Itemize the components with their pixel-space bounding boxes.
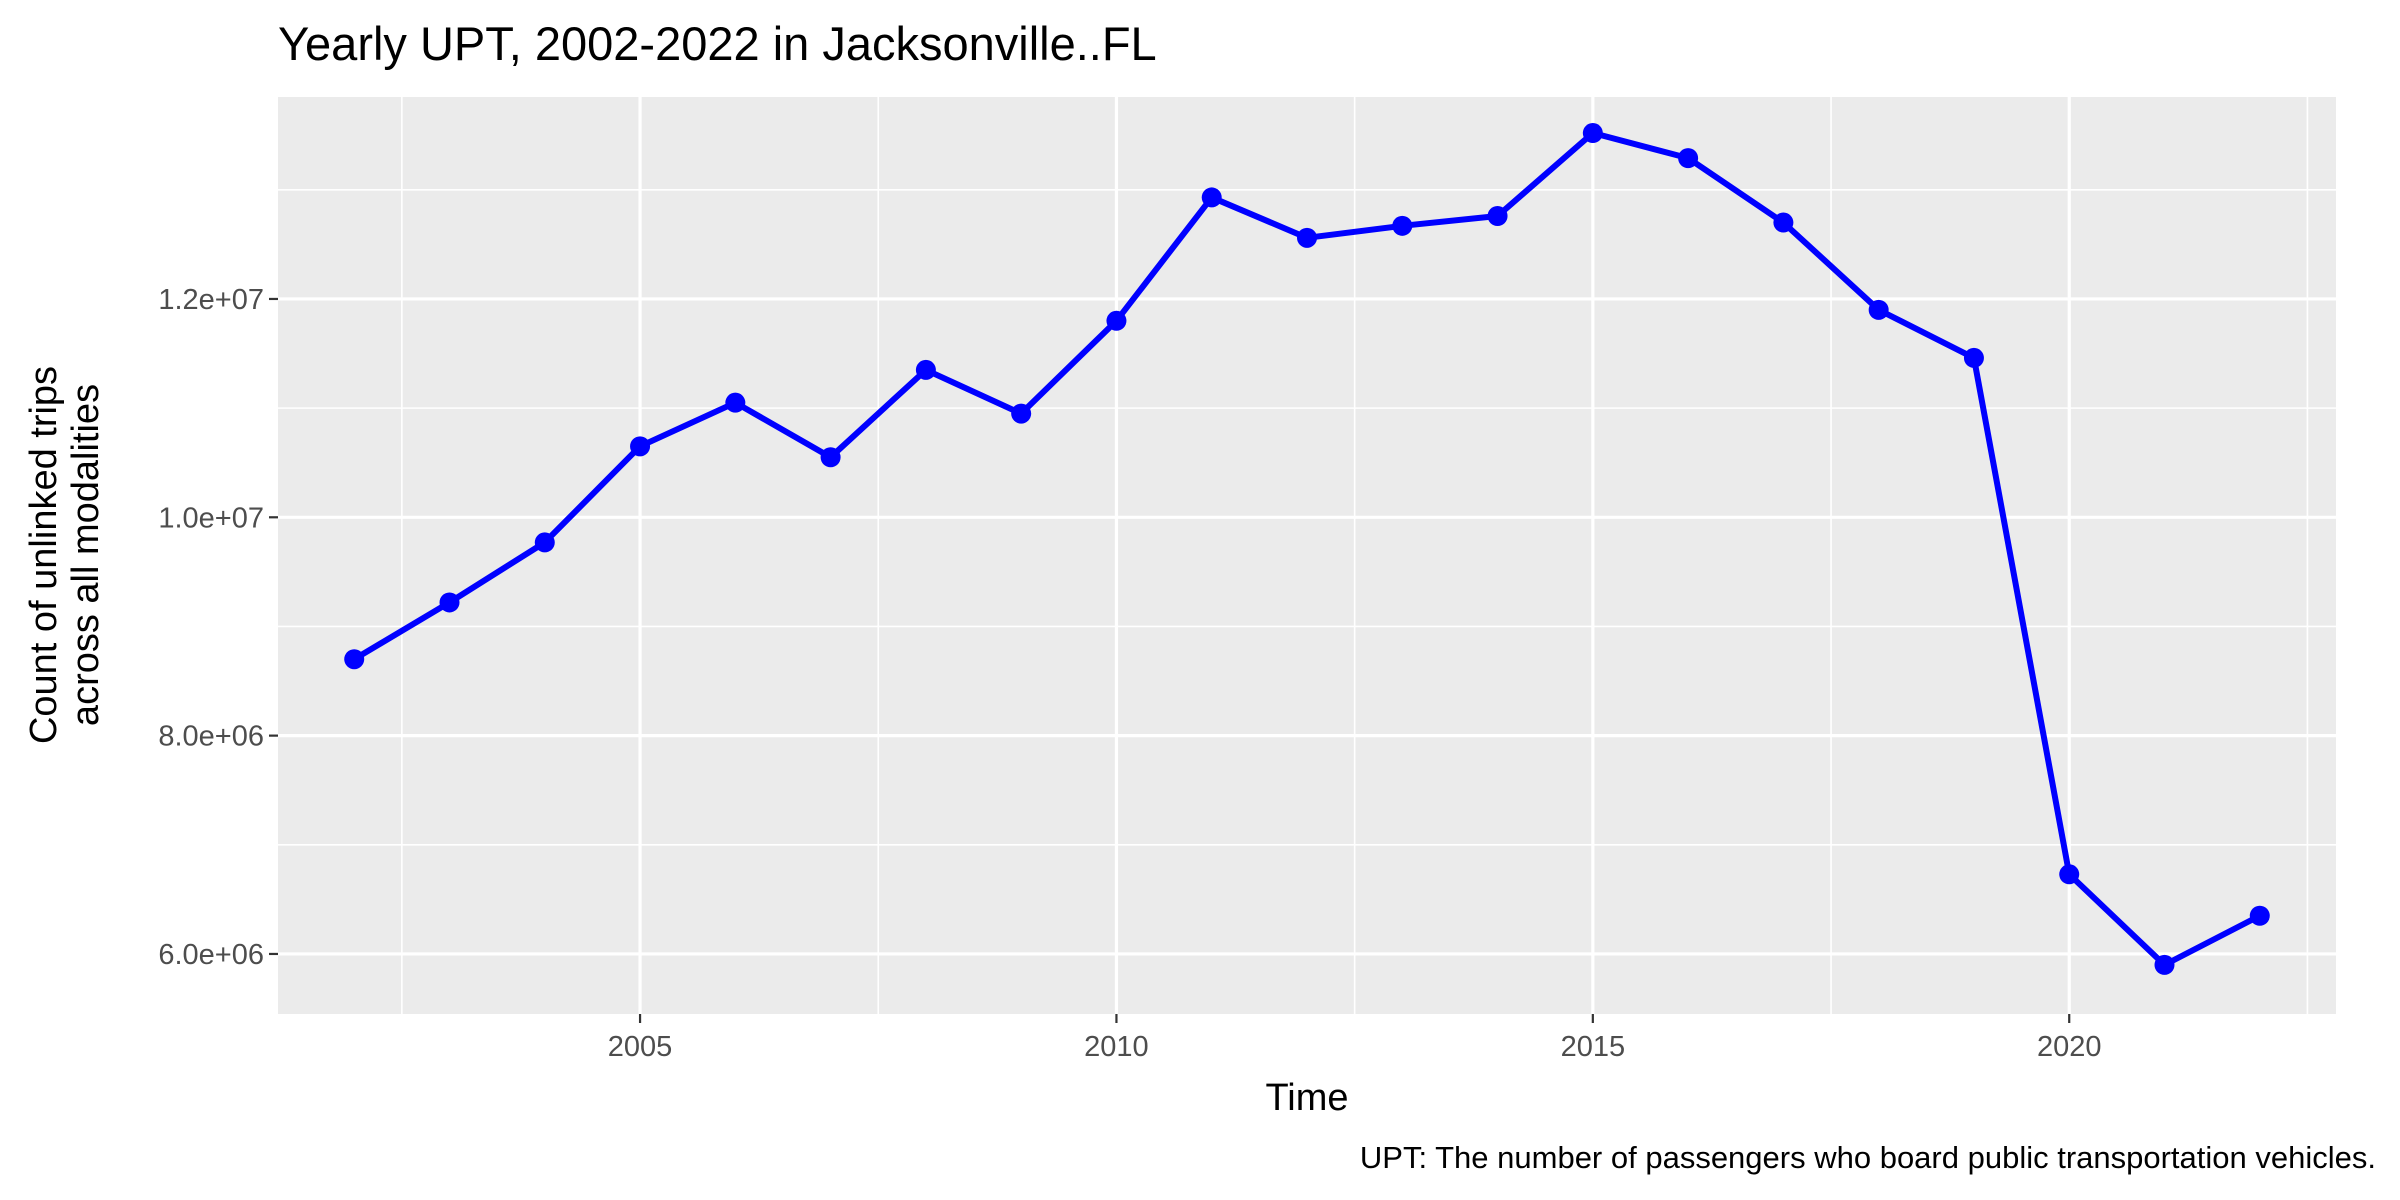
x-tick-label: 2005: [608, 1031, 673, 1063]
x-axis-title: Time: [1265, 1077, 1348, 1119]
minor-gridlines: [278, 97, 2336, 1014]
y-axis-title: Count of unlinked trips across all modal…: [23, 366, 107, 744]
data-point: [725, 392, 746, 413]
y-tick-label: 1.0e+07: [158, 502, 264, 534]
y-axis: 6.0e+06 8.0e+06 1.0e+07 1.2e+07: [158, 284, 278, 971]
data-point: [1963, 347, 1984, 368]
y-axis-title-line-1: Count of unlinked trips: [23, 366, 65, 744]
chart-caption: UPT: The number of passengers who board …: [1360, 1140, 2376, 1175]
x-tick-label: 2020: [2037, 1031, 2102, 1063]
x-tick-label: 2010: [1084, 1031, 1149, 1063]
data-point: [439, 592, 460, 613]
data-point: [820, 447, 841, 468]
data-point: [1297, 227, 1317, 248]
chart-title: Yearly UPT, 2002-2022 in Jacksonville..F…: [278, 17, 1157, 70]
x-axis: 2005 2010 2015 2020: [608, 1014, 2102, 1063]
data-point: [1106, 310, 1127, 331]
data-point: [534, 532, 555, 553]
y-axis-title-line-2: across all modalities: [65, 384, 107, 726]
data-point: [2249, 905, 2270, 926]
data-point: [1011, 403, 1032, 424]
y-tick-label: 6.0e+06: [158, 939, 264, 971]
data-point: [344, 649, 365, 670]
data-point: [1678, 148, 1699, 169]
data-point: [1201, 187, 1222, 208]
data-point: [1773, 212, 1794, 233]
data-points: [344, 123, 2270, 975]
x-tick-label: 2015: [1561, 1031, 1626, 1063]
plot-panel: [278, 97, 2336, 1014]
data-point: [2059, 864, 2080, 885]
data-point: [2154, 954, 2175, 975]
data-point: [1582, 123, 1603, 144]
data-point: [915, 359, 936, 380]
y-tick-label: 1.2e+07: [158, 284, 264, 316]
y-tick-label: 8.0e+06: [158, 721, 264, 753]
data-point: [1487, 205, 1508, 226]
data-point: [630, 436, 651, 457]
data-point: [1392, 215, 1413, 236]
data-point: [1868, 299, 1889, 320]
major-gridlines: [278, 97, 2336, 1014]
